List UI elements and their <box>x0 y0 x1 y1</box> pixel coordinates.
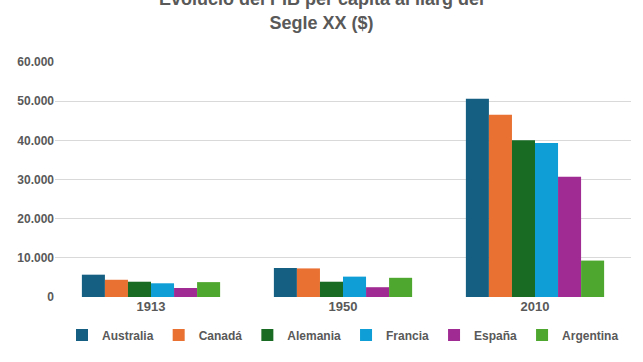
svg-text:Evolució del PIB per càpita al: Evolució del PIB per càpita al llarg del… <box>159 0 484 33</box>
svg-text:2010: 2010 <box>521 299 550 314</box>
svg-text:Alemania: Alemania <box>287 329 341 343</box>
svg-text:30.000: 30.000 <box>17 173 54 187</box>
svg-text:10.000: 10.000 <box>17 251 54 265</box>
svg-text:Francia: Francia <box>386 329 429 343</box>
svg-text:Canadá: Canadá <box>199 329 243 343</box>
svg-text:0: 0 <box>47 290 54 304</box>
svg-text:España: España <box>474 329 517 343</box>
svg-text:Australia: Australia <box>102 329 154 343</box>
svg-text:1950: 1950 <box>329 299 358 314</box>
svg-text:20.000: 20.000 <box>17 212 54 226</box>
svg-text:60.000: 60.000 <box>17 55 54 69</box>
svg-text:40.000: 40.000 <box>17 134 54 148</box>
svg-text:Argentina: Argentina <box>562 329 618 343</box>
svg-text:50.000: 50.000 <box>17 94 54 108</box>
svg-text:1913: 1913 <box>137 299 166 314</box>
